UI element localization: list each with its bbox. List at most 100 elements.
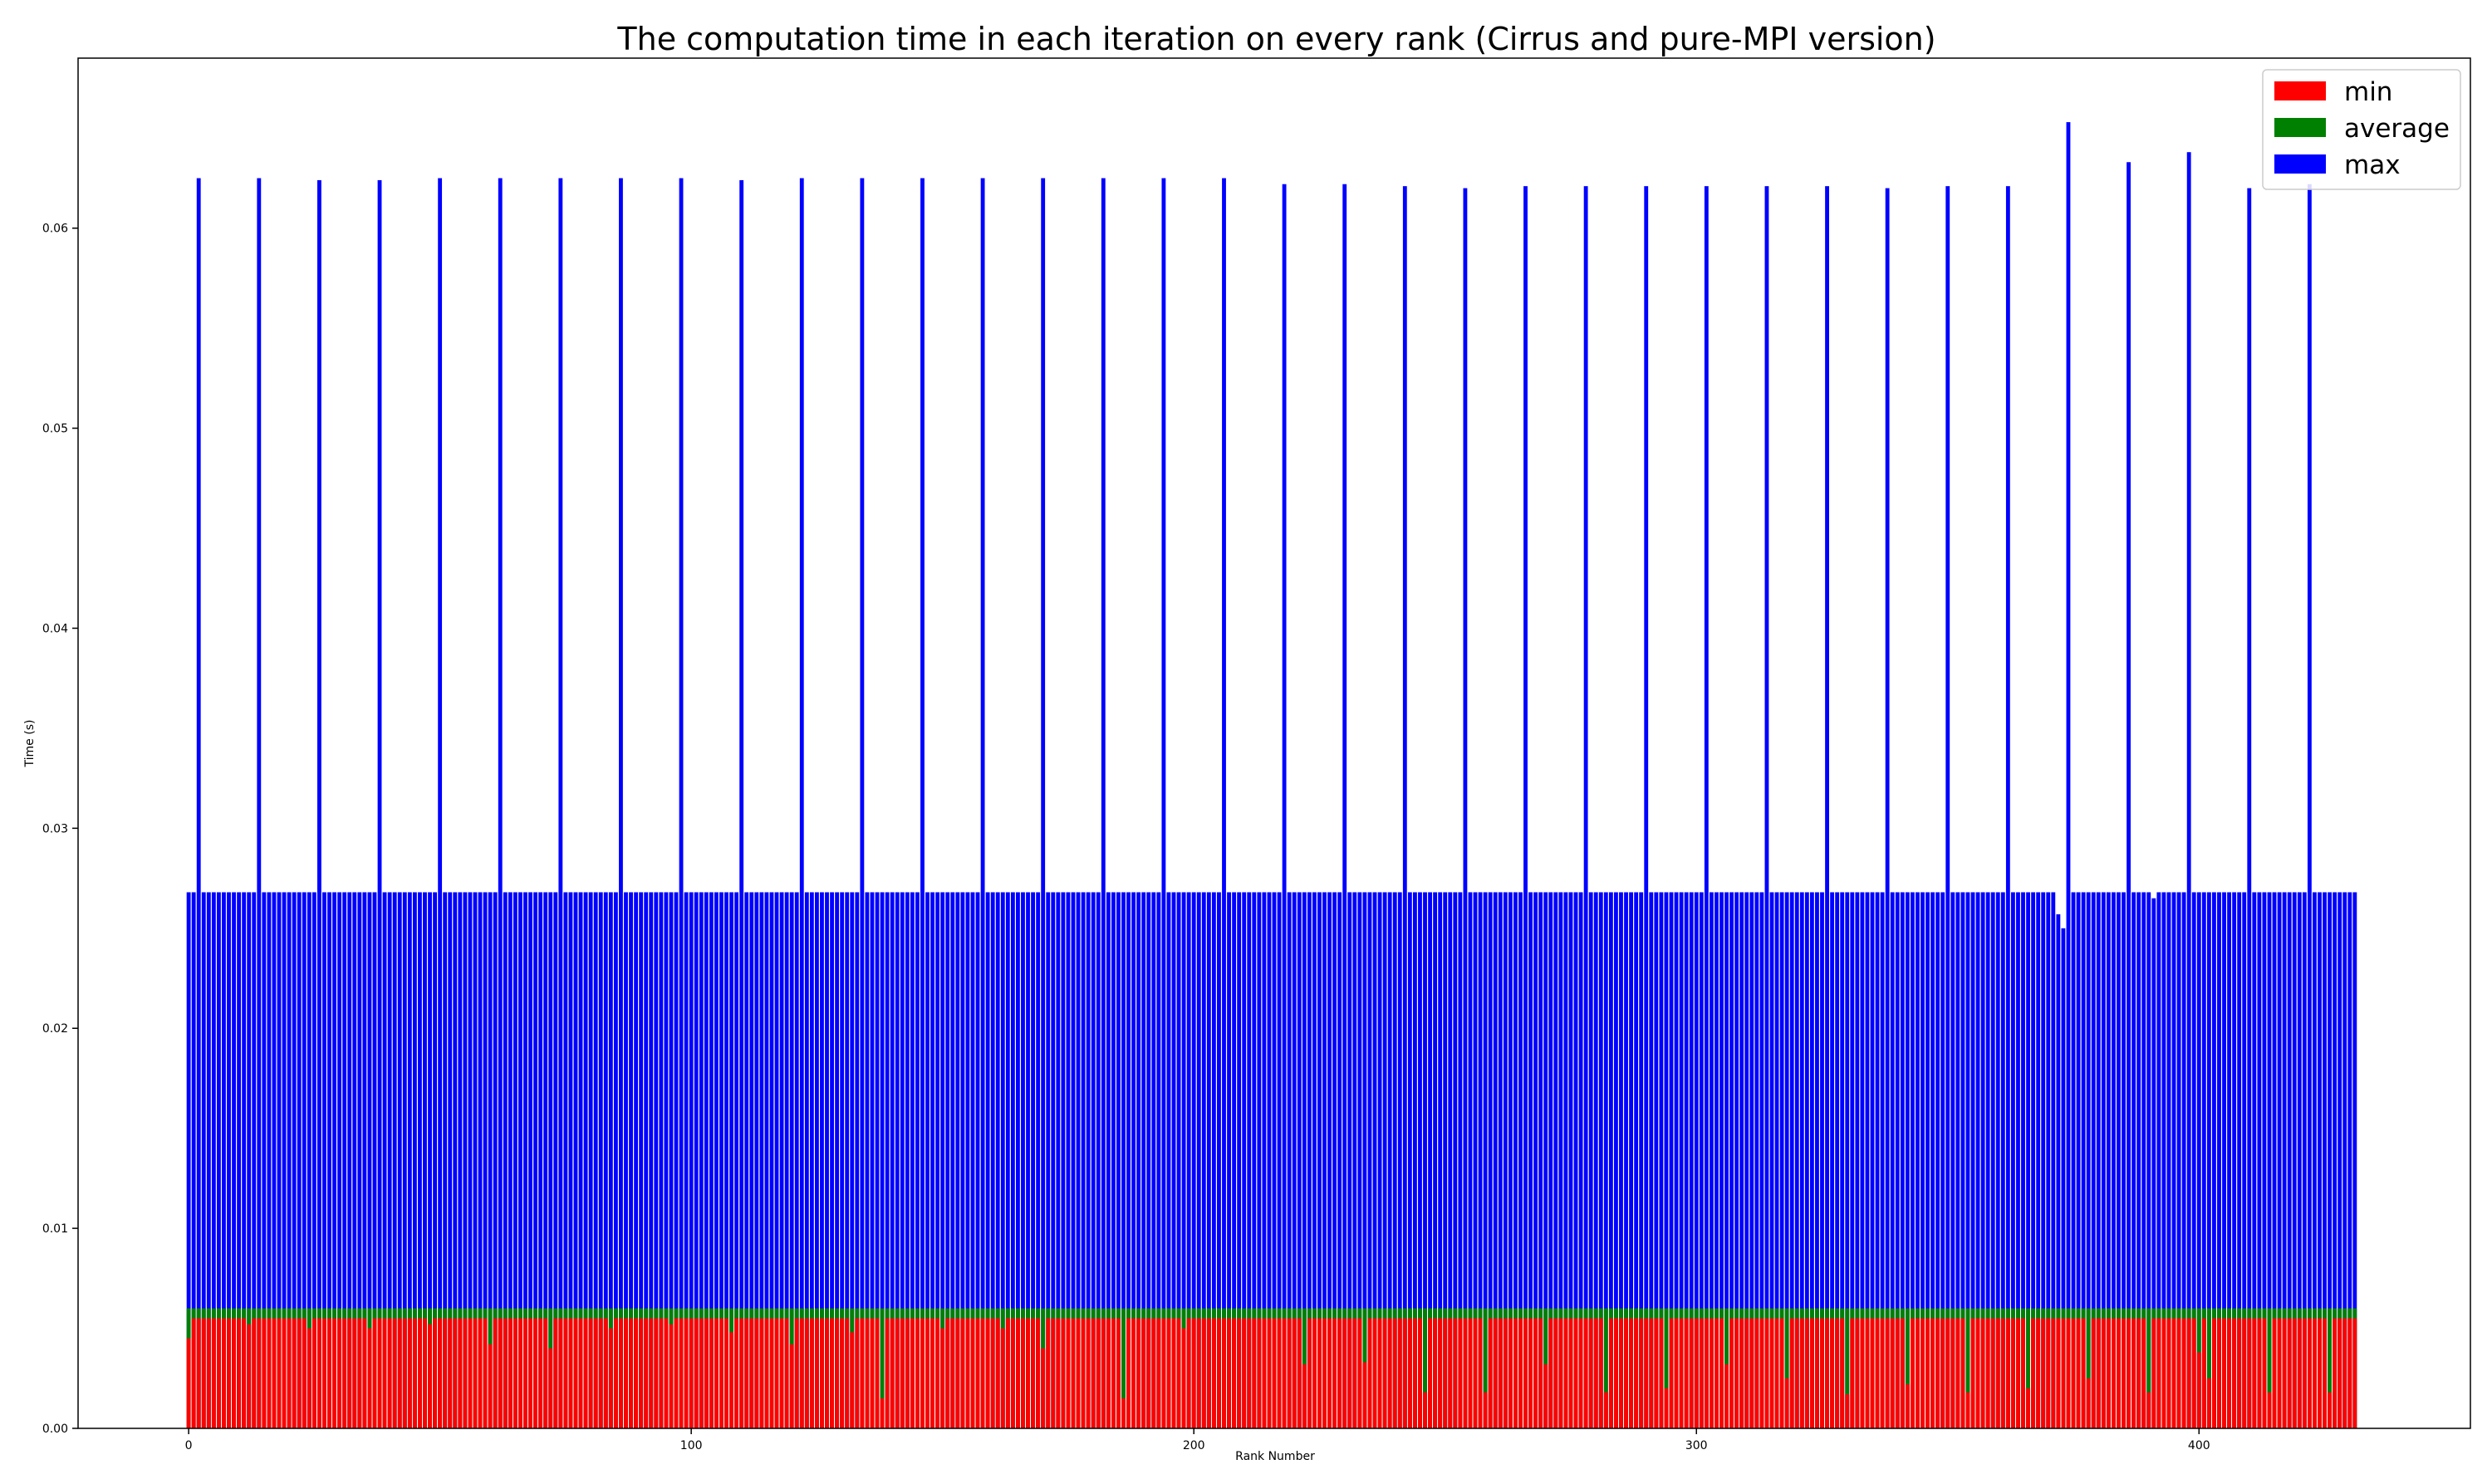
bar-max-120 bbox=[789, 892, 794, 1428]
bar-max-119 bbox=[784, 892, 789, 1428]
bar-max-135 bbox=[865, 892, 870, 1428]
bar-max-235 bbox=[1367, 892, 1372, 1428]
bar-max-269 bbox=[1538, 892, 1543, 1428]
bar-average-414 bbox=[2267, 1308, 2272, 1428]
bar-min-373 bbox=[2061, 1318, 2066, 1428]
bar-min-389 bbox=[2141, 1318, 2146, 1428]
bar-max-420 bbox=[2297, 892, 2302, 1428]
bar-min-96 bbox=[669, 1324, 674, 1428]
bar-min-225 bbox=[1317, 1318, 1322, 1428]
bar-max-303 bbox=[1709, 892, 1714, 1428]
bar-min-223 bbox=[1307, 1318, 1312, 1428]
bar-min-18 bbox=[277, 1318, 282, 1428]
bar-min-257 bbox=[1478, 1318, 1483, 1428]
bar-min-239 bbox=[1387, 1318, 1392, 1428]
bar-min-336 bbox=[1875, 1318, 1880, 1428]
bar-max-313 bbox=[1759, 892, 1764, 1428]
bar-max-349 bbox=[1940, 892, 1945, 1428]
bar-max-392 bbox=[2156, 892, 2161, 1428]
bar-min-361 bbox=[2000, 1318, 2005, 1428]
bar-max-81 bbox=[593, 892, 598, 1428]
bar-min-310 bbox=[1744, 1318, 1749, 1428]
bar-max-396 bbox=[2176, 892, 2181, 1428]
bar-max-127 bbox=[825, 892, 829, 1428]
y-tick-label-1: 0.01 bbox=[42, 1222, 68, 1236]
bar-max-259 bbox=[1488, 892, 1493, 1428]
bar-min-265 bbox=[1518, 1318, 1523, 1428]
bar-max-35 bbox=[362, 892, 367, 1428]
y-tick-label-0: 0.00 bbox=[42, 1423, 68, 1436]
bar-max-410 bbox=[2247, 188, 2252, 1428]
bar-max-156 bbox=[970, 892, 975, 1428]
bar-max-51 bbox=[443, 892, 448, 1428]
bar-max-160 bbox=[990, 892, 995, 1428]
bar-max-164 bbox=[1010, 892, 1015, 1428]
bar-min-145 bbox=[915, 1318, 920, 1428]
bar-min-338 bbox=[1885, 1318, 1890, 1428]
bar-min-193 bbox=[1156, 1318, 1161, 1428]
bar-min-87 bbox=[624, 1318, 628, 1428]
bar-min-25 bbox=[312, 1318, 316, 1428]
bar-min-112 bbox=[749, 1318, 754, 1428]
bar-min-282 bbox=[1603, 1392, 1608, 1428]
bar-min-226 bbox=[1322, 1318, 1327, 1428]
bar-min-375 bbox=[2071, 1318, 2076, 1428]
bars-group bbox=[186, 122, 2357, 1429]
bar-max-414 bbox=[2267, 892, 2272, 1428]
bar-min-185 bbox=[1116, 1318, 1121, 1428]
bar-max-175 bbox=[1066, 892, 1071, 1428]
bar-max-348 bbox=[1935, 892, 1940, 1428]
bar-max-177 bbox=[1076, 892, 1081, 1428]
bar-max-32 bbox=[347, 892, 352, 1428]
bar-max-37 bbox=[372, 892, 377, 1428]
bar-min-244 bbox=[1412, 1318, 1417, 1428]
bar-max-22 bbox=[297, 892, 302, 1428]
chart-title: The computation time in each iteration o… bbox=[616, 21, 1935, 57]
bar-max-429 bbox=[2342, 892, 2347, 1428]
bar-min-170 bbox=[1041, 1348, 1046, 1428]
bar-average-378 bbox=[2086, 1308, 2091, 1428]
bar-min-384 bbox=[2117, 1318, 2121, 1428]
bar-min-276 bbox=[1573, 1318, 1578, 1428]
bar-min-410 bbox=[2247, 1318, 2252, 1428]
bar-min-89 bbox=[634, 1318, 639, 1428]
bar-min-179 bbox=[1086, 1318, 1091, 1428]
bar-min-233 bbox=[1357, 1318, 1362, 1428]
bar-min-190 bbox=[1141, 1318, 1146, 1428]
bar-min-137 bbox=[875, 1318, 880, 1428]
bar-max-193 bbox=[1156, 892, 1161, 1428]
bar-min-261 bbox=[1498, 1318, 1503, 1428]
bar-min-157 bbox=[975, 1318, 980, 1428]
bar-min-161 bbox=[995, 1318, 1000, 1428]
bar-max-43 bbox=[402, 892, 407, 1428]
bar-max-325 bbox=[1820, 892, 1824, 1428]
bar-max-169 bbox=[1036, 892, 1041, 1428]
bar-min-252 bbox=[1453, 1318, 1458, 1428]
bar-min-150 bbox=[940, 1328, 945, 1428]
bar-min-147 bbox=[925, 1318, 930, 1428]
bar-min-329 bbox=[1840, 1318, 1845, 1428]
bar-max-250 bbox=[1443, 892, 1448, 1428]
bar-min-32 bbox=[347, 1318, 352, 1428]
bar-min-297 bbox=[1679, 1318, 1684, 1428]
bar-max-188 bbox=[1131, 892, 1136, 1428]
bar-min-20 bbox=[287, 1318, 292, 1428]
bar-max-343 bbox=[1910, 892, 1915, 1428]
bar-max-419 bbox=[2292, 892, 2297, 1428]
bar-max-404 bbox=[2217, 892, 2221, 1428]
bar-min-283 bbox=[1608, 1318, 1613, 1428]
bar-max-228 bbox=[1332, 892, 1337, 1428]
bar-max-322 bbox=[1804, 892, 1809, 1428]
bar-max-391 bbox=[2151, 898, 2156, 1428]
bar-min-174 bbox=[1061, 1318, 1066, 1428]
bar-max-168 bbox=[1031, 892, 1035, 1428]
y-tick-label-6: 0.06 bbox=[42, 223, 68, 236]
bar-min-250 bbox=[1443, 1318, 1448, 1428]
bar-average-138 bbox=[880, 1308, 885, 1428]
bar-max-232 bbox=[1352, 892, 1357, 1428]
bar-max-257 bbox=[1478, 892, 1483, 1428]
bar-min-215 bbox=[1267, 1318, 1272, 1428]
bar-min-120 bbox=[789, 1344, 794, 1428]
bar-min-205 bbox=[1217, 1318, 1221, 1428]
bar-max-82 bbox=[598, 892, 603, 1428]
